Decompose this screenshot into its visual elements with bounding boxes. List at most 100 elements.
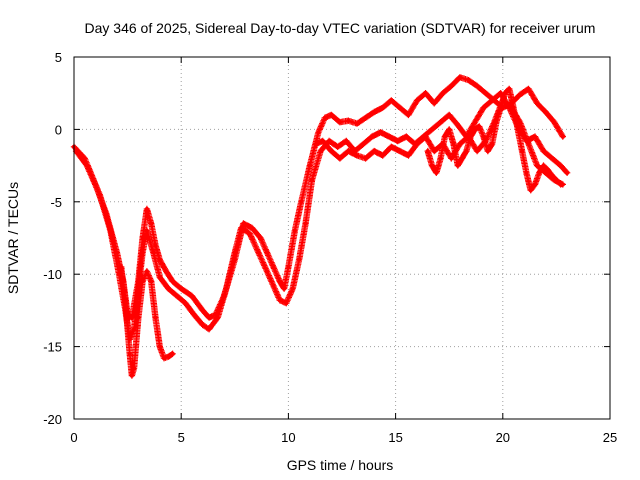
data-point <box>363 115 368 121</box>
data-point <box>464 148 469 154</box>
data-point <box>519 148 525 154</box>
data-point <box>423 91 428 96</box>
data-point <box>431 101 437 106</box>
data-point <box>455 163 460 168</box>
data-point <box>397 148 403 154</box>
data-point <box>507 86 512 92</box>
data-point <box>232 250 237 255</box>
data-point <box>554 177 559 183</box>
data-point <box>489 98 495 103</box>
data-point <box>429 127 435 132</box>
data-point <box>277 279 283 284</box>
series-markers <box>70 74 566 321</box>
data-point <box>320 138 325 144</box>
data-point <box>440 91 445 96</box>
data-point <box>166 354 171 359</box>
data-point <box>318 148 323 154</box>
data-point <box>284 300 289 306</box>
data-point <box>361 141 366 147</box>
tick-labels: 0 5 10 15 20 25 -20 -15 -10 -5 0 5 <box>43 50 617 445</box>
data-point <box>534 163 540 168</box>
data-point <box>354 153 360 158</box>
data-point <box>73 148 79 154</box>
data-point <box>153 315 158 320</box>
data-point <box>438 119 443 125</box>
data-point <box>526 86 531 92</box>
data-point <box>549 156 555 161</box>
data-point <box>537 170 542 176</box>
data-point <box>468 134 473 139</box>
x-tick-label: 15 <box>388 430 402 445</box>
data-point <box>406 153 411 158</box>
x-tick-label: 25 <box>603 430 617 445</box>
y-tick-label: -20 <box>43 412 62 427</box>
data-point <box>524 170 529 176</box>
data-point <box>371 148 377 154</box>
data-point <box>151 250 156 255</box>
series-track-e <box>424 85 564 194</box>
data-point <box>326 138 332 144</box>
data-point <box>380 105 385 110</box>
x-tick-label: 5 <box>178 430 185 445</box>
data-point <box>434 170 439 176</box>
data-point <box>511 105 516 110</box>
data-point <box>286 264 291 270</box>
series-track-a <box>70 74 566 321</box>
y-tick-label: -5 <box>50 195 62 210</box>
data-point <box>127 351 132 357</box>
data-point <box>564 170 570 176</box>
data-point <box>140 250 145 255</box>
x-tick-label: 0 <box>70 430 77 445</box>
data-point <box>502 91 508 96</box>
data-point <box>118 264 124 270</box>
y-tick-label: -10 <box>43 267 62 282</box>
data-point <box>281 286 287 291</box>
data-point <box>307 163 313 168</box>
data-point <box>309 177 315 183</box>
data-point <box>397 105 403 110</box>
data-point <box>183 300 188 306</box>
data-point <box>457 141 463 147</box>
data-point <box>329 148 334 154</box>
data-point <box>528 188 533 193</box>
data-point <box>459 156 465 161</box>
data-point <box>449 156 454 161</box>
data-point <box>241 221 246 226</box>
data-point <box>414 141 420 147</box>
data-point <box>489 141 495 147</box>
data-point <box>108 228 113 233</box>
data-point <box>144 228 150 233</box>
data-point <box>515 127 521 132</box>
data-point <box>477 124 482 129</box>
data-point <box>258 235 263 241</box>
data-point <box>292 228 298 233</box>
data-point <box>558 163 563 168</box>
data-point <box>161 355 167 361</box>
chart-title: Day 346 of 2025, Sidereal Day-to-day VTE… <box>85 20 596 36</box>
data-point <box>483 91 488 96</box>
data-point <box>191 312 197 317</box>
data-point <box>380 153 385 158</box>
data-point <box>481 134 486 139</box>
data-point <box>239 225 244 231</box>
x-tick-label: 10 <box>281 430 295 445</box>
axis-ticks <box>73 56 611 420</box>
data-point <box>329 112 334 118</box>
data-point <box>179 286 184 291</box>
data-point <box>369 134 375 139</box>
data-point <box>472 127 478 132</box>
data-point <box>423 134 428 139</box>
data-point <box>541 163 546 168</box>
y-tick-label: 0 <box>55 122 62 137</box>
data-point <box>354 121 360 126</box>
data-point <box>378 130 383 135</box>
data-point <box>346 148 351 154</box>
data-point <box>549 173 555 178</box>
x-tick-label: 20 <box>496 430 510 445</box>
data-point <box>449 83 454 89</box>
data-point <box>466 77 471 83</box>
data-point <box>174 293 180 299</box>
data-point <box>157 344 162 349</box>
data-point <box>481 105 486 110</box>
data-point <box>532 134 538 139</box>
